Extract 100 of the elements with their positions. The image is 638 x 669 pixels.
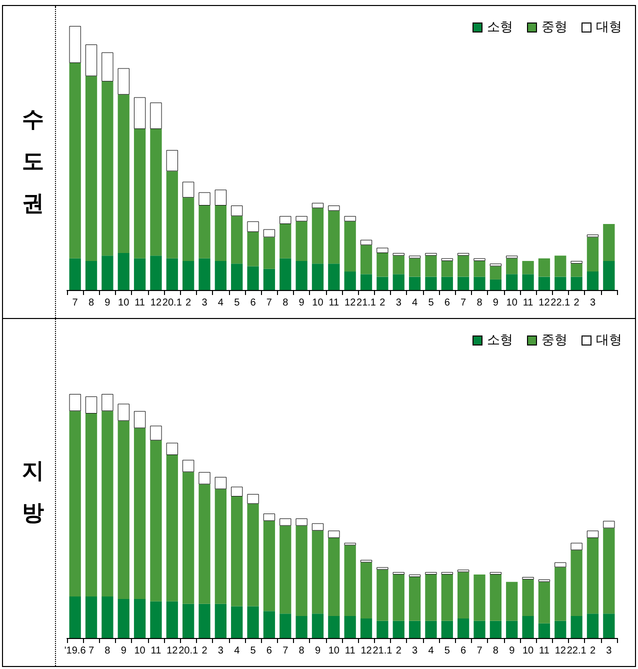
- bar: [166, 150, 178, 172]
- bar: [506, 258, 518, 274]
- x-tick-label: 2: [186, 298, 192, 308]
- x-tick-label: 7: [282, 646, 289, 656]
- x-tick-label: 12: [554, 646, 566, 656]
- bar: [392, 274, 404, 290]
- bar: [247, 504, 259, 606]
- x-tick-label: 9: [298, 298, 305, 308]
- x-tick-label: 9: [509, 646, 516, 656]
- bar: [586, 234, 599, 238]
- bar: [214, 206, 226, 261]
- x-tick-label: 11: [522, 298, 534, 308]
- bar: [296, 526, 308, 616]
- bar: [247, 232, 259, 266]
- bar: [570, 550, 582, 616]
- bar: [69, 62, 81, 258]
- bar: [425, 276, 437, 290]
- bar: [296, 216, 308, 222]
- x-tick-label: 9: [120, 646, 127, 656]
- bar: [538, 258, 550, 277]
- bar: [570, 260, 582, 264]
- bar: [603, 614, 615, 638]
- bar: [247, 494, 259, 504]
- bar: [69, 411, 81, 597]
- x-tick-label: 9: [314, 646, 321, 656]
- bar: [360, 240, 372, 246]
- bar: [134, 258, 146, 290]
- x-tick-label: 5: [444, 646, 450, 656]
- x-tick-label: 6: [250, 298, 256, 308]
- bar: [458, 256, 470, 277]
- bar: [458, 276, 470, 290]
- legend-label: 대형: [596, 20, 622, 35]
- x-tick-label: 8: [298, 646, 305, 656]
- bar: [538, 582, 550, 624]
- bar: [474, 258, 486, 261]
- bar: [263, 611, 276, 638]
- bar: [586, 614, 599, 638]
- bar: [69, 26, 81, 63]
- bar: [603, 260, 615, 290]
- bar: [85, 44, 98, 76]
- x-tick-label: 9: [104, 298, 111, 308]
- bar: [408, 620, 421, 638]
- bar: [408, 276, 421, 290]
- bar: [554, 620, 566, 638]
- bar: [85, 596, 98, 638]
- bar: [474, 260, 486, 277]
- bar: [280, 258, 292, 290]
- x-tick-label: '19.6: [64, 646, 86, 656]
- bar: [263, 268, 276, 290]
- bar: [570, 616, 582, 638]
- bar: [506, 620, 518, 638]
- bar: [118, 68, 130, 95]
- bar: [69, 596, 81, 638]
- x-tick-label: 6: [460, 646, 467, 656]
- bar: [360, 618, 372, 638]
- bar: [280, 518, 292, 526]
- bar: [214, 260, 226, 290]
- bar: [231, 264, 243, 290]
- bar: [408, 256, 421, 258]
- bar: [603, 520, 615, 528]
- bar: [247, 221, 259, 232]
- x-tick-label: 8: [104, 646, 111, 656]
- bar: [344, 272, 356, 290]
- bar: [263, 520, 276, 612]
- bar: [538, 276, 550, 290]
- x-tick-label: 10: [118, 298, 130, 308]
- bar: [166, 455, 178, 602]
- bar: [182, 472, 194, 604]
- bar: [166, 171, 178, 258]
- bar: [376, 276, 388, 290]
- x-tick-label: 4: [234, 646, 240, 656]
- bar: [214, 604, 226, 638]
- bar: [360, 274, 372, 290]
- bar: [150, 102, 162, 129]
- x-tick-label: 5: [250, 646, 256, 656]
- x-tick-label: 22.1: [550, 298, 571, 308]
- x-tick-label: 12: [166, 646, 178, 656]
- bar: [231, 486, 243, 496]
- x-tick-label: 8: [282, 298, 289, 308]
- x-tick-label: 5: [234, 298, 240, 308]
- bar: [425, 620, 437, 638]
- bar: [408, 258, 421, 277]
- bar: [392, 256, 404, 274]
- bar: [263, 229, 276, 238]
- bar: [182, 182, 194, 198]
- bar: [247, 606, 259, 638]
- x-tick-label: 2: [202, 646, 208, 656]
- bar: [441, 276, 453, 290]
- legend-label: 중형: [542, 333, 568, 348]
- bar: [554, 562, 566, 568]
- bar: [392, 574, 404, 621]
- bar: [376, 570, 388, 621]
- legend-label: 중형: [542, 20, 568, 35]
- x-tick-label: 10: [522, 646, 534, 656]
- legend-label: 소형: [487, 20, 513, 35]
- bar: [85, 260, 98, 290]
- x-tick-label: 3: [218, 646, 224, 656]
- bar: [376, 253, 388, 277]
- x-tick-label: 20.1: [178, 646, 198, 656]
- bar: [554, 276, 566, 290]
